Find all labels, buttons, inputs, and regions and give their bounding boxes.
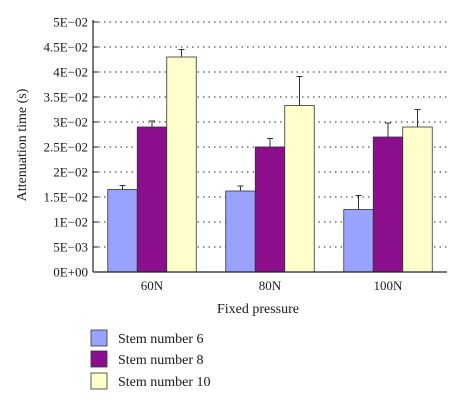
y-tick-label: 3.5E−02 [43,90,88,105]
y-tick-labels: 0E+00 5E−03 1E−02 1.5E−02 2E−02 2.5E−02 3E−02 3… [43,15,88,280]
bar-80N-3 [284,105,315,273]
error-bars [119,49,421,210]
bar-60N-3 [166,56,197,273]
y-tick-label: 1E−02 [53,215,88,230]
y-tick-label: 4E−02 [53,65,88,80]
legend: Stem number 6 Stem number 8 Stem number 10 [90,329,211,390]
bar-60N-1 [107,189,138,273]
bar-100N-2 [372,136,404,273]
axes [92,20,447,273]
legend-label: Stem number 8 [118,353,204,368]
x-tick-labels: 60N 80N 100N [141,278,403,293]
x-tick-label: 80N [259,278,282,293]
bars [107,56,433,273]
legend-label: Stem number 6 [118,332,204,347]
y-tick-label: 5E−02 [53,15,88,30]
x-tick-label: 60N [141,278,164,293]
y-tick-label: 5E−03 [53,240,88,255]
bar-80N-2 [254,146,286,273]
bar-60N-2 [136,126,168,273]
y-tick-label: 3E−02 [53,115,88,130]
x-tick-label: 100N [374,278,404,293]
legend-swatch [90,329,108,347]
legend-swatch [90,350,108,368]
y-tick-label: 1.5E−02 [43,190,88,205]
bar-100N-1 [343,209,374,273]
legend-swatch [90,372,108,390]
y-axis-title: Attenuation time (s) [15,88,30,201]
y-tick-label: 2.5E−02 [43,140,88,155]
legend-label: Stem number 10 [118,375,211,390]
bar-80N-1 [225,190,256,273]
y-tick-label: 0E+00 [53,265,88,280]
y-tick-label: 2E−02 [53,165,88,180]
bar-100N-3 [402,126,433,273]
x-axis-title: Fixed pressure [217,302,299,317]
y-tick-label: 4.5E−02 [43,40,88,55]
